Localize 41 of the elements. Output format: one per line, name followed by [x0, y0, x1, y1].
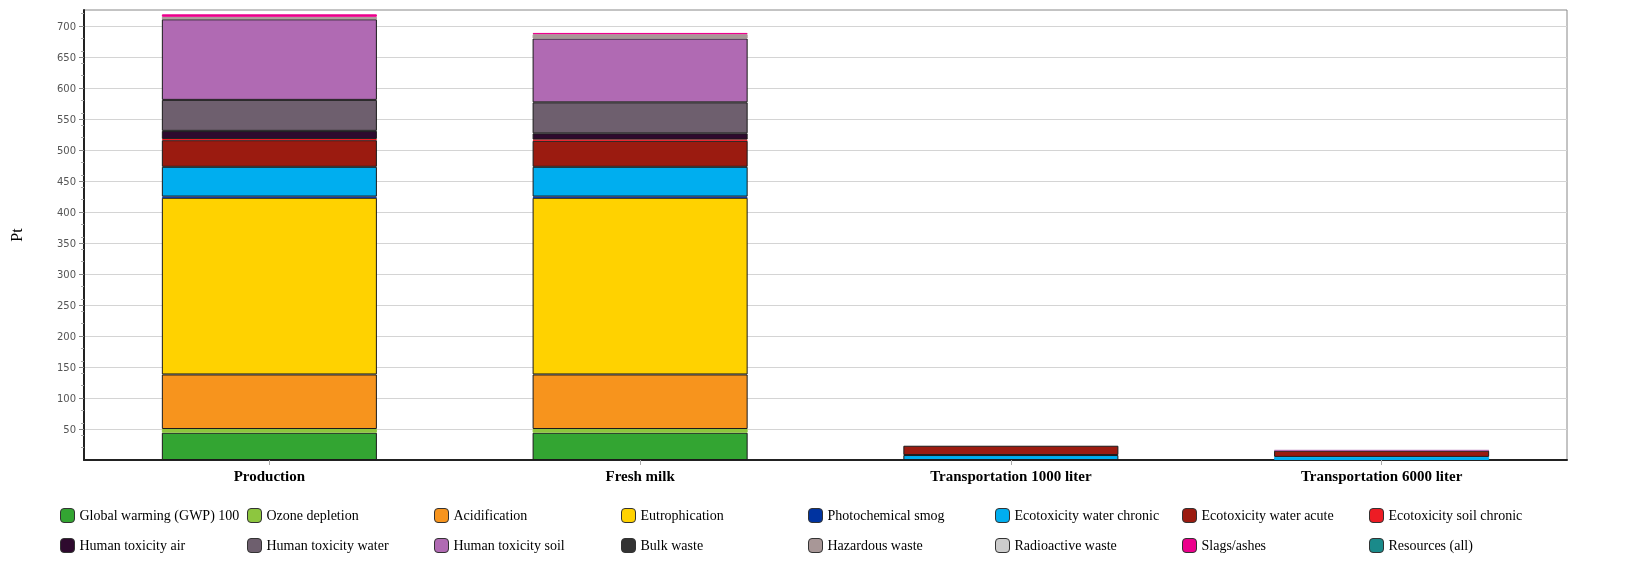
bar [532, 34, 748, 39]
bar [161, 429, 377, 433]
legend-label: Resources (all) [1388, 538, 1474, 554]
legend-label: Acidification [453, 508, 528, 523]
y-tick-label: 450 [56, 175, 76, 187]
y-tick-label: 300 [56, 268, 76, 280]
legend-label: Photochemical smog [827, 508, 945, 523]
y-axis-title: Pt [7, 227, 25, 242]
x-tick-label: Transportation 6000 liter [1300, 467, 1463, 484]
legend-label: Hazardous waste [827, 538, 923, 553]
y-tick-label: 500 [56, 144, 76, 156]
x-tick-label: Transportation 1000 liter [930, 467, 1092, 484]
legend-label: Human toxicity air [79, 538, 186, 553]
y-tick-label: 200 [56, 330, 76, 342]
y-tick-label: 400 [56, 206, 76, 218]
x-tick-label: Production [233, 467, 306, 484]
y-tick-label: 600 [56, 82, 76, 94]
legend-label: Bulk waste [640, 538, 704, 553]
x-tick-label: Fresh milk [605, 467, 676, 484]
bar [1274, 456, 1490, 460]
legend-label: Global warming (GWP) 100 [79, 508, 240, 524]
y-tick-label: 100 [56, 392, 76, 404]
legend-label: Radioactive waste [1014, 538, 1117, 553]
legend-label: Ecotoxicity soil chronic [1388, 508, 1523, 523]
legend-label: Ecotoxicity water chronic [1014, 508, 1160, 523]
legend-label: Human toxicity soil [453, 538, 565, 553]
y-tick-label: 350 [56, 237, 76, 249]
y-tick-label: 250 [56, 299, 76, 311]
y-tick-label: 50 [63, 423, 76, 435]
bar [532, 429, 748, 433]
y-tick-label: 650 [56, 51, 76, 63]
y-tick-label: 150 [56, 361, 76, 373]
y-tick-label: 700 [56, 20, 76, 32]
legend-label: Ecotoxicity water acute [1201, 508, 1334, 523]
bar [903, 445, 1119, 456]
legend-label: Human toxicity water [266, 538, 389, 553]
y-tick-label: 550 [56, 113, 76, 125]
legend-label: Slags/ashes [1201, 538, 1267, 553]
legend-label: Eutrophication [640, 508, 724, 523]
legend-label: Ozone depletion [266, 508, 359, 523]
bar [1274, 450, 1490, 457]
